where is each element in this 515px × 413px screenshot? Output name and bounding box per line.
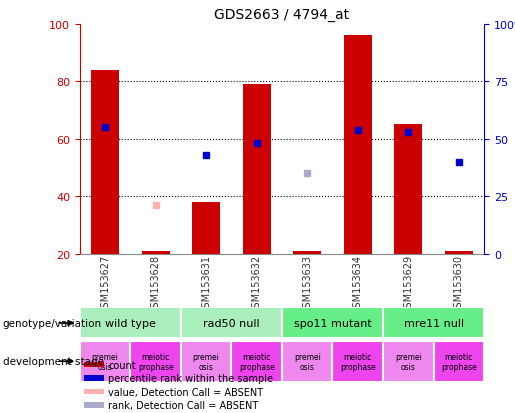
Bar xyxy=(84,402,104,408)
Text: meiotic
prophase: meiotic prophase xyxy=(239,352,274,371)
Text: premei
osis: premei osis xyxy=(193,352,219,371)
Text: GSM153629: GSM153629 xyxy=(403,254,414,313)
Bar xyxy=(394,125,422,254)
Bar xyxy=(333,341,383,382)
Text: GSM153633: GSM153633 xyxy=(302,254,312,313)
Bar xyxy=(344,36,372,254)
Text: mre11 null: mre11 null xyxy=(404,318,464,328)
Text: rank, Detection Call = ABSENT: rank, Detection Call = ABSENT xyxy=(108,400,259,410)
Bar xyxy=(142,251,169,254)
Bar xyxy=(84,375,104,381)
Text: meiotic
prophase: meiotic prophase xyxy=(340,352,375,371)
Bar xyxy=(80,308,181,339)
Bar xyxy=(84,362,104,368)
Bar xyxy=(181,341,231,382)
Bar xyxy=(91,71,119,254)
Text: premei
osis: premei osis xyxy=(92,352,118,371)
Bar xyxy=(383,308,484,339)
Bar xyxy=(84,389,104,394)
Title: GDS2663 / 4794_at: GDS2663 / 4794_at xyxy=(214,8,350,22)
Text: percentile rank within the sample: percentile rank within the sample xyxy=(108,373,273,383)
Text: meiotic
prophase: meiotic prophase xyxy=(138,352,174,371)
Text: count: count xyxy=(108,360,136,370)
Text: spo11 mutant: spo11 mutant xyxy=(294,318,371,328)
Bar xyxy=(434,341,484,382)
Text: premei
osis: premei osis xyxy=(294,352,321,371)
Text: GSM153634: GSM153634 xyxy=(353,254,363,313)
Text: premei
osis: premei osis xyxy=(395,352,422,371)
Bar xyxy=(243,85,270,254)
Text: GSM153628: GSM153628 xyxy=(150,254,161,313)
Text: GSM153630: GSM153630 xyxy=(454,254,464,313)
Text: value, Detection Call = ABSENT: value, Detection Call = ABSENT xyxy=(108,387,263,396)
Bar xyxy=(383,341,434,382)
Text: meiotic
prophase: meiotic prophase xyxy=(441,352,477,371)
Bar xyxy=(282,308,383,339)
Bar xyxy=(294,251,321,254)
Bar xyxy=(231,341,282,382)
Text: wild type: wild type xyxy=(105,318,156,328)
Text: GSM153627: GSM153627 xyxy=(100,254,110,313)
Bar xyxy=(192,202,220,254)
Text: GSM153632: GSM153632 xyxy=(252,254,262,313)
Bar xyxy=(80,341,130,382)
Bar xyxy=(282,341,333,382)
Bar xyxy=(181,308,282,339)
Text: development stage: development stage xyxy=(3,356,104,366)
Bar xyxy=(130,341,181,382)
Text: rad50 null: rad50 null xyxy=(203,318,260,328)
Text: GSM153631: GSM153631 xyxy=(201,254,211,313)
Text: genotype/variation: genotype/variation xyxy=(3,318,101,328)
Bar xyxy=(445,251,473,254)
